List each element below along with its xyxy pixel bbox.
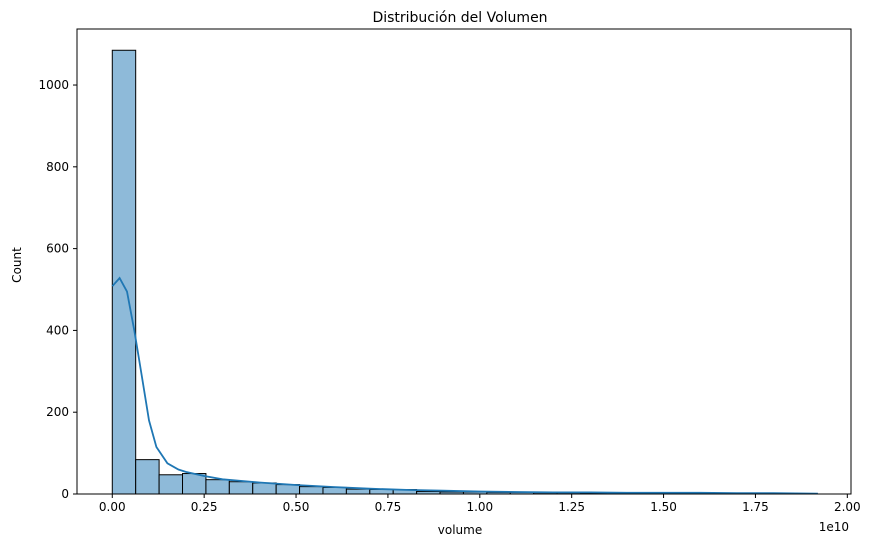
histogram-bar [135, 459, 160, 495]
histogram-bar [252, 482, 277, 495]
chart-title: Distribución del Volumen [372, 10, 547, 26]
x-axis-label: volume [438, 523, 482, 537]
x-axis: 0.00 0.25 0.50 0.75 1.00 1.25 1.50 1.75 2.00 [99, 494, 861, 514]
x-tick-label: 0.75 [375, 500, 402, 514]
y-tick-label: 600 [46, 242, 69, 256]
y-tick-label: 200 [46, 405, 69, 419]
histogram-bar [299, 486, 324, 495]
histogram-bar [158, 474, 184, 495]
x-tick-label: 1.25 [558, 500, 585, 514]
x-tick-label: 1.50 [650, 500, 677, 514]
x-tick-label: 1.75 [742, 500, 769, 514]
kde-line [111, 276, 818, 495]
histogram-bar [345, 488, 371, 495]
x-tick-label: 0.00 [99, 500, 126, 514]
y-axis: 0 200 400 600 800 1000 [38, 78, 77, 501]
histogram-bar [182, 473, 207, 495]
y-tick-label: 800 [46, 160, 69, 174]
x-tick-label: 2.00 [834, 500, 861, 514]
x-tick-label: 0.50 [283, 500, 310, 514]
x-tick-label: 1.00 [466, 500, 493, 514]
y-tick-label: 1000 [38, 78, 69, 92]
histogram-bar [228, 481, 254, 495]
y-tick-label: 0 [61, 487, 69, 501]
histogram-bar [275, 484, 301, 495]
x-axis-offset-label: 1e10 [819, 520, 849, 534]
plot-frame [76, 28, 852, 495]
histogram-bar [111, 49, 137, 495]
y-axis-label: Count [10, 247, 24, 283]
y-tick-label: 400 [46, 323, 69, 337]
x-tick-label: 0.25 [191, 500, 218, 514]
bars-layer [111, 49, 816, 495]
histogram-bar [322, 486, 347, 495]
histogram-bar [205, 479, 230, 495]
